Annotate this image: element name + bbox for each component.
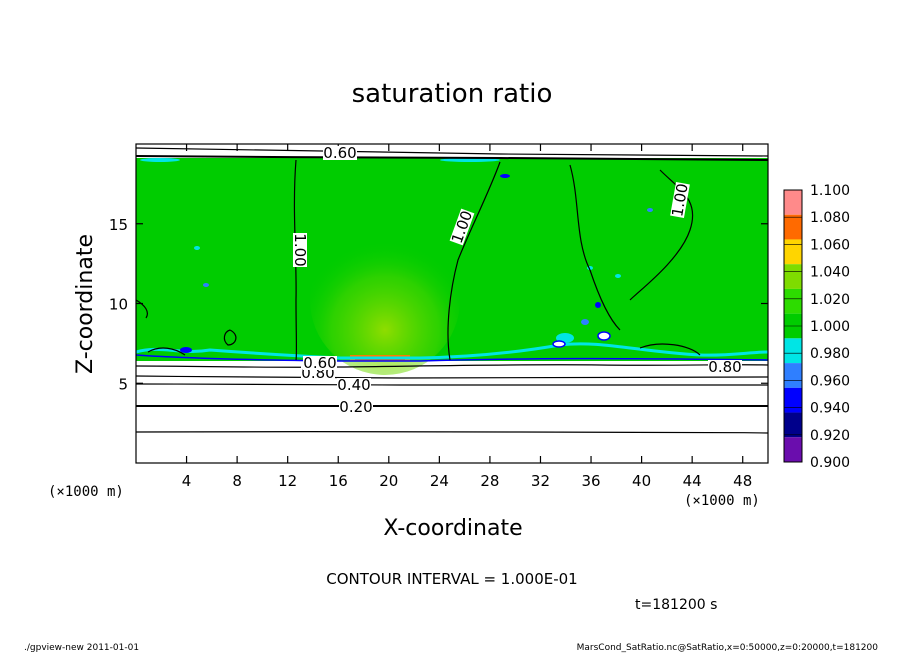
colorbar-label: 0.940 <box>810 401 850 417</box>
contour-label-bg <box>337 378 371 392</box>
colorbar-label: 0.960 <box>810 373 850 389</box>
colorbar-label: 0.900 <box>810 455 850 471</box>
colorbar-label: 1.020 <box>810 292 850 308</box>
contour-label-bg <box>323 146 357 160</box>
contour-label: 0.60 <box>323 144 356 162</box>
x-tick-label: 20 <box>379 472 398 490</box>
contour-label: 0.40 <box>337 376 370 394</box>
contour-label: 0.60 <box>303 354 336 372</box>
contour-label: 0.20 <box>339 398 372 416</box>
x-tick-label: 24 <box>430 472 449 490</box>
dry-boundary-cyan <box>136 342 768 360</box>
x-axis-label: X-coordinate <box>383 516 522 541</box>
colorbar-label: 1.080 <box>810 210 850 226</box>
contour-label: 1.00 <box>668 182 692 218</box>
y-axis-unit: (×1000 m) <box>48 484 124 500</box>
y-axis-label: Z-coordinate <box>73 234 98 374</box>
y-tick-label: 5 <box>118 375 128 393</box>
x-tick-label: 40 <box>632 472 651 490</box>
time-text: t=181200 s <box>635 597 717 613</box>
contour-labels: 1.001.001.000.800.600.400.200.800.60 <box>291 144 742 416</box>
contour-label-bg <box>449 208 475 246</box>
contour-label-bg <box>670 182 690 218</box>
contour-lines <box>136 147 768 434</box>
x-tick-label: 48 <box>733 472 752 490</box>
x-tick-label: 32 <box>531 472 550 490</box>
y-tick-label: 15 <box>109 216 128 234</box>
colorbar-swatch <box>784 214 802 240</box>
chart-title: saturation ratio <box>352 79 553 109</box>
contour-label-bg <box>293 233 307 267</box>
x-tick-label: 36 <box>581 472 600 490</box>
colorbar-label: 1.000 <box>810 319 850 335</box>
x-axis-unit: (×1000 m) <box>684 493 760 509</box>
colorbar-swatch <box>784 412 802 438</box>
y-tick-label: 10 <box>109 296 128 314</box>
colorbar-swatch <box>784 264 802 289</box>
contour-label: 0.80 <box>708 358 741 376</box>
x-tick-label: 28 <box>480 472 499 490</box>
x-axis: 4 8 12 16 20 24 28 32 36 40 44 48 <box>182 144 752 490</box>
dry-boundary-blue <box>136 354 768 362</box>
x-tick-label: 4 <box>182 472 192 490</box>
footer-left: ./gpview-new 2011-01-01 <box>24 643 139 653</box>
colorbar-swatch <box>784 387 802 413</box>
colorbar-swatch <box>784 288 802 314</box>
colorbar-label: 1.040 <box>810 265 850 281</box>
x-tick-label: 44 <box>683 472 702 490</box>
contour-label-bg <box>708 360 742 374</box>
plot-field <box>136 144 768 463</box>
contour-label-bg <box>303 356 337 370</box>
patchy-noise <box>140 158 653 353</box>
colorbar: 0.900 0.920 0.940 0.960 0.980 1.000 1.020 1.040… <box>783 183 850 471</box>
footer-right: MarsCond_SatRatio.nc@SatRatio,x=0:50000,… <box>577 643 879 653</box>
colorbar-label: 1.100 <box>810 183 850 199</box>
warm-plume <box>310 225 460 375</box>
x-tick-label: 12 <box>278 472 297 490</box>
colorbar-swatch <box>784 239 802 265</box>
colorbar-label: 0.980 <box>810 346 850 362</box>
x-tick-label: 8 <box>232 472 242 490</box>
x-tick-label: 16 <box>329 472 348 490</box>
contour-interval-text: CONTOUR INTERVAL = 1.000E-01 <box>326 570 577 588</box>
colorbar-swatch <box>784 338 802 364</box>
y-axis: 5 10 15 <box>109 216 768 393</box>
colorbar-label: 0.920 <box>810 428 850 444</box>
colorbar-swatch <box>784 437 802 462</box>
colorbar-swatch <box>784 190 802 215</box>
colorbar-label: 1.060 <box>810 237 850 253</box>
colorbar-swatch <box>784 363 802 388</box>
contour-label-bg <box>339 400 373 414</box>
contour-label: 1.00 <box>291 233 309 266</box>
